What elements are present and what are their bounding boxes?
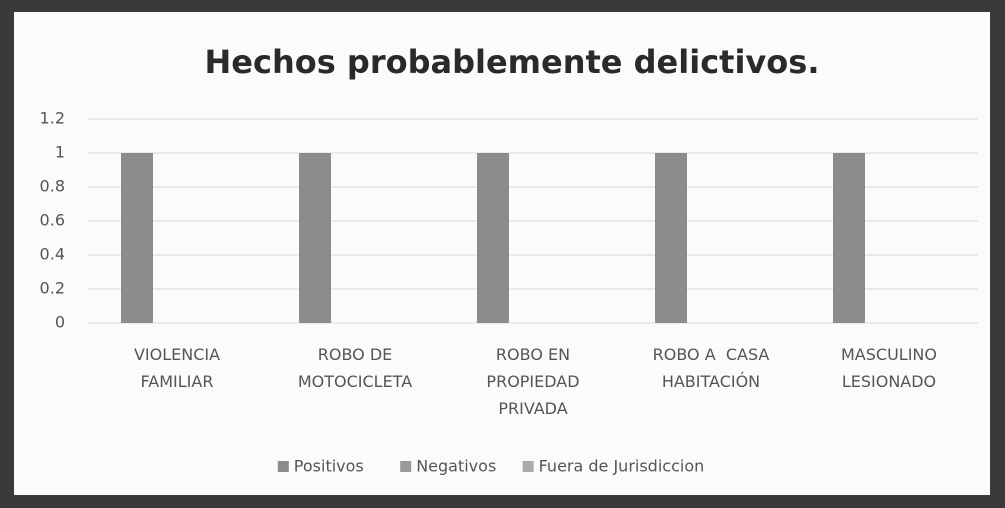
y-tick-label: 0.4 <box>40 245 65 264</box>
y-tick-label: 0.6 <box>40 211 65 230</box>
legend-label: Fuera de Jurisdiccion <box>539 457 705 476</box>
y-tick-label: 1.2 <box>40 109 65 128</box>
bar <box>477 153 509 323</box>
bar <box>833 153 865 323</box>
bar <box>121 153 153 323</box>
legend-label: Positivos <box>294 457 364 476</box>
bar <box>655 153 687 323</box>
y-tick-label: 1 <box>55 143 65 162</box>
y-tick-label: 0.8 <box>40 177 65 196</box>
x-tick-label: MASCULINO LESIONADO <box>841 345 943 391</box>
x-tick-label: ROBO DE MOTOCICLETA <box>297 345 413 391</box>
y-tick-label: 0 <box>55 313 65 332</box>
legend-swatch <box>400 461 412 472</box>
legend-swatch <box>522 461 534 472</box>
x-tick-label: VIOLENCIA FAMILIAR <box>133 345 226 391</box>
y-tick-label: 0.2 <box>40 279 65 298</box>
bar <box>299 153 331 323</box>
legend-swatch <box>277 461 289 472</box>
chart-title: Hechos probablemente delictivos. <box>205 43 820 81</box>
legend-label: Negativos <box>416 457 496 476</box>
x-tick-label: ROBO A CASA HABITACIÓN <box>652 345 775 391</box>
x-tick-label: ROBO EN PROPIEDAD PRIVADA <box>486 345 585 418</box>
